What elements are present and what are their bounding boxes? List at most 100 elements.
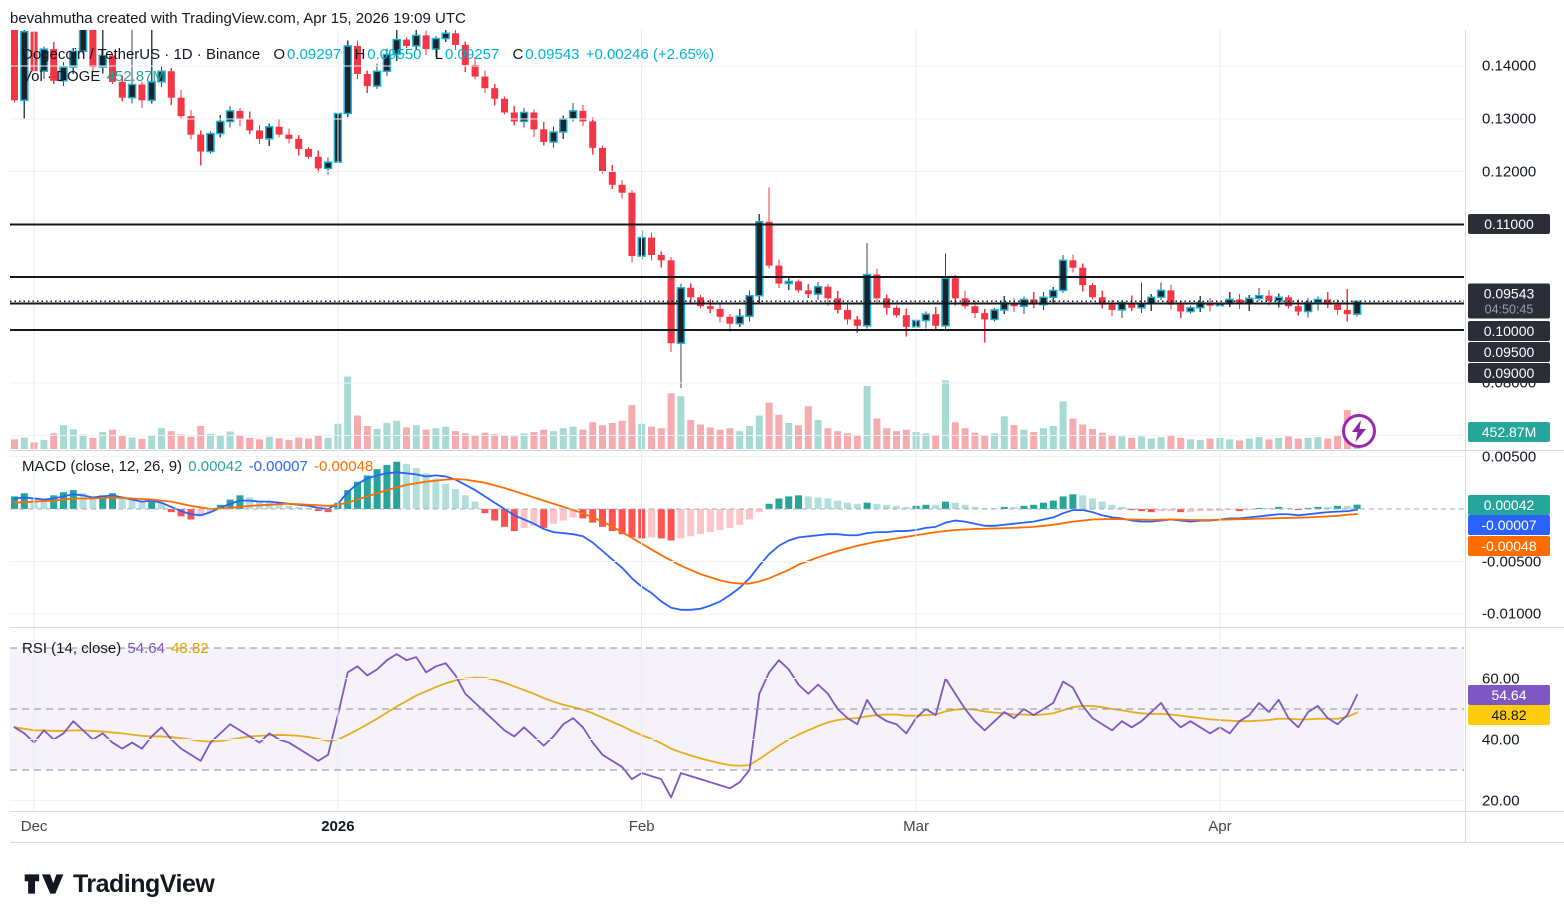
- time-tick-feb[interactable]: Feb: [628, 818, 655, 835]
- tradingview-logo[interactable]: TradingView: [24, 866, 215, 902]
- candle: [961, 298, 969, 307]
- macd-hist-bar: [804, 496, 812, 509]
- volume-legend[interactable]: Vol · DOGE 452.87M: [22, 68, 165, 85]
- macd-hist-bar: [393, 461, 401, 509]
- price-tick: 0.12000: [1482, 163, 1537, 181]
- volume-bar: [265, 436, 273, 449]
- volume-bar: [1304, 437, 1312, 449]
- candle: [69, 50, 78, 68]
- macd-hist-bar: [324, 509, 332, 513]
- time-tick-dec[interactable]: Dec: [20, 818, 48, 835]
- macd-hist-bar: [50, 495, 58, 509]
- rsi-legend[interactable]: RSI (14, close) 54.64 48.82: [22, 640, 209, 657]
- macd-hist-bar: [687, 509, 695, 537]
- volume-bar: [1265, 439, 1273, 449]
- volume-bar: [354, 415, 361, 449]
- volume-label[interactable]: Vol · DOGE: [22, 68, 101, 85]
- candle: [775, 265, 783, 284]
- volume-bar: [1324, 438, 1332, 449]
- change-value: +0.00246 (+2.65%): [585, 46, 715, 63]
- rsi-label[interactable]: RSI (14, close): [22, 640, 122, 657]
- candle: [549, 131, 558, 143]
- macd-hist-bar: [853, 503, 861, 509]
- volume-bar: [1079, 424, 1087, 449]
- candle: [608, 171, 616, 185]
- macd-hist-bar: [569, 509, 577, 518]
- candle: [1352, 300, 1362, 315]
- candle: [765, 221, 773, 266]
- candle: [1128, 302, 1136, 308]
- candle: [363, 73, 371, 87]
- volume-bar: [1128, 437, 1136, 449]
- rsi-badge: 48.82: [1468, 704, 1550, 725]
- volume-bar: [1098, 432, 1106, 449]
- boost-button[interactable]: [1342, 414, 1376, 448]
- candle: [187, 116, 195, 135]
- candle: [431, 37, 441, 50]
- candle: [1049, 289, 1058, 299]
- volume-bar: [599, 425, 606, 449]
- volume-bar: [285, 440, 293, 449]
- volume-bar: [128, 437, 136, 449]
- volume-bar: [746, 425, 753, 449]
- macd-hist-bar: [981, 507, 989, 509]
- macd-hist-bar: [1147, 509, 1155, 513]
- volume-bar: [1138, 436, 1145, 449]
- candle: [1098, 297, 1106, 305]
- candle: [206, 132, 215, 153]
- candle: [167, 71, 175, 98]
- candle: [804, 290, 812, 295]
- time-axis[interactable]: [10, 812, 1465, 842]
- close-value: 0.09543: [525, 46, 580, 63]
- volume-bar: [344, 376, 352, 449]
- macd-hist-bar: [844, 502, 851, 509]
- macd-hist-bar: [1334, 505, 1341, 509]
- time-tick-apr[interactable]: Apr: [1208, 818, 1232, 835]
- macd-label[interactable]: MACD (close, 12, 26, 9): [22, 458, 183, 475]
- macd-hist-bar: [951, 502, 959, 509]
- macd-hist-bar: [716, 509, 724, 530]
- macd-hist-bar: [706, 509, 714, 533]
- symbol-title[interactable]: Dogecoin / TetherUS · 1D · Binance: [22, 46, 261, 63]
- candle: [519, 111, 529, 123]
- macd-hist-bar: [422, 473, 430, 509]
- volume-bar: [363, 425, 371, 449]
- macd-hist-bar: [491, 509, 499, 521]
- current-price-value: 0.09543: [1483, 285, 1535, 302]
- volume-bar: [628, 405, 636, 449]
- candle: [412, 34, 421, 47]
- rsi-pane[interactable]: [13, 653, 1358, 799]
- candle: [275, 126, 283, 135]
- candle: [1089, 285, 1096, 298]
- price-pane[interactable]: [11, 11, 1362, 449]
- level-badge: 0.09500: [1468, 342, 1550, 363]
- volume-bar: [804, 406, 812, 449]
- candle: [314, 156, 322, 169]
- volume-bar: [187, 436, 195, 449]
- volume-bar: [40, 440, 48, 449]
- volume-bar: [755, 415, 763, 449]
- macd-hist-bar: [540, 509, 548, 528]
- macd-hist-bar: [677, 509, 685, 539]
- volume-bar: [491, 434, 499, 449]
- macd-hist-bar: [481, 509, 489, 514]
- volume-bar: [275, 438, 283, 449]
- macd-hist-bar: [922, 504, 930, 509]
- macd-hist-bar: [452, 489, 459, 509]
- volume-bar: [79, 434, 87, 449]
- macd-badge: -0.00007: [1468, 515, 1550, 536]
- macd-hist-bar: [961, 504, 969, 509]
- volume-bar: [814, 420, 822, 449]
- macd-legend[interactable]: MACD (close, 12, 26, 9) 0.00042 -0.00007…: [22, 458, 373, 475]
- symbol-legend[interactable]: Dogecoin / TetherUS · 1D · Binance O 0.09…: [22, 46, 714, 63]
- volume-bar: [1030, 431, 1038, 449]
- macd-pane[interactable]: [11, 461, 1361, 611]
- volume-bar: [716, 429, 724, 449]
- volume-bar: [775, 414, 783, 449]
- volume-bar: [138, 438, 146, 449]
- time-tick-mar[interactable]: Mar: [903, 818, 930, 835]
- time-tick-2026[interactable]: 2026: [321, 818, 355, 835]
- volume-bar: [1089, 428, 1096, 449]
- candle: [127, 83, 137, 99]
